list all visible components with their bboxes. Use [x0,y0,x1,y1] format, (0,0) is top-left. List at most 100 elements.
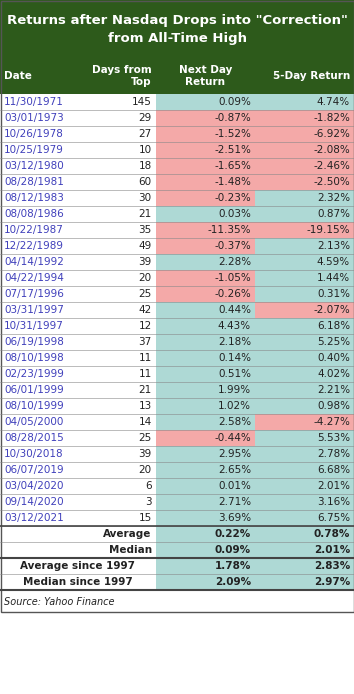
Bar [0,318,354,334]
Text: 10: 10 [139,145,152,155]
Text: 2.09%: 2.09% [215,577,251,587]
Bar [255,462,354,478]
Bar [156,174,255,190]
Text: 2.32%: 2.32% [317,193,350,203]
Text: -11.35%: -11.35% [207,225,251,235]
Text: 0.14%: 0.14% [218,353,251,363]
Bar [0,58,354,94]
Text: 1.44%: 1.44% [317,273,350,283]
Text: 15: 15 [138,513,152,523]
Text: 0.09%: 0.09% [215,545,251,555]
Bar [255,558,354,574]
Text: 0.31%: 0.31% [317,289,350,299]
Text: -2.46%: -2.46% [313,161,350,171]
Text: 2.01%: 2.01% [317,481,350,491]
Text: 06/01/1999: 06/01/1999 [4,385,64,395]
Text: 03/04/2020: 03/04/2020 [4,481,63,491]
Text: 04/22/1994: 04/22/1994 [4,273,64,283]
Text: Days from
Top: Days from Top [92,65,152,87]
Bar [0,238,354,254]
Bar [156,510,255,526]
Bar [0,382,354,398]
Text: 2.13%: 2.13% [317,241,350,251]
Text: 08/10/1999: 08/10/1999 [4,401,64,411]
Text: 08/28/1981: 08/28/1981 [4,177,64,187]
Text: 10/31/1997: 10/31/1997 [4,321,64,331]
Text: 0.87%: 0.87% [317,209,350,219]
Bar [156,318,255,334]
Text: 3: 3 [145,497,152,507]
Text: 03/31/1997: 03/31/1997 [4,305,64,315]
Text: -1.65%: -1.65% [214,161,251,171]
Bar [156,302,255,318]
Text: Returns after Nasdaq Drops into "Correction"
from All-Time High: Returns after Nasdaq Drops into "Correct… [7,13,347,44]
Bar [156,366,255,382]
Text: 21: 21 [138,209,152,219]
Bar [255,430,354,446]
Bar [255,318,354,334]
Text: 10/26/1978: 10/26/1978 [4,129,64,139]
Bar [0,142,354,158]
Bar [255,222,354,238]
Bar [255,494,354,510]
Text: 6.18%: 6.18% [317,321,350,331]
Bar [0,558,354,574]
Bar [0,494,354,510]
Bar [156,462,255,478]
Text: Date: Date [4,71,32,81]
Text: 02/23/1999: 02/23/1999 [4,369,64,379]
Bar [0,398,354,414]
Text: 2.18%: 2.18% [218,337,251,347]
Text: 10/30/2018: 10/30/2018 [4,449,64,459]
Text: 25: 25 [138,289,152,299]
Bar [156,270,255,286]
Bar [0,510,354,526]
Text: 42: 42 [138,305,152,315]
Text: 0.51%: 0.51% [218,369,251,379]
Text: 03/01/1973: 03/01/1973 [4,113,64,123]
Bar [255,174,354,190]
Text: 06/07/2019: 06/07/2019 [4,465,64,475]
Bar [255,542,354,558]
Bar [156,430,255,446]
Bar [156,158,255,174]
Text: 21: 21 [138,385,152,395]
Text: Average since 1997: Average since 1997 [21,561,135,571]
Bar [156,222,255,238]
Text: 49: 49 [138,241,152,251]
Bar [156,334,255,350]
Bar [255,526,354,542]
Text: -0.87%: -0.87% [214,113,251,123]
Text: 08/08/1986: 08/08/1986 [4,209,64,219]
Text: 08/12/1983: 08/12/1983 [4,193,64,203]
Text: Next Day
Return: Next Day Return [179,65,232,87]
Bar [0,478,354,494]
Text: -1.48%: -1.48% [214,177,251,187]
Text: 0.03%: 0.03% [218,209,251,219]
Text: 0.22%: 0.22% [215,529,251,539]
Text: 07/17/1996: 07/17/1996 [4,289,64,299]
Text: 03/12/1980: 03/12/1980 [4,161,64,171]
Bar [0,286,354,302]
Bar [156,126,255,142]
Text: 2.83%: 2.83% [314,561,350,571]
Text: 5-Day Return: 5-Day Return [273,71,350,81]
Bar [0,542,354,558]
Bar [255,446,354,462]
Bar [255,414,354,430]
Text: 0.01%: 0.01% [218,481,251,491]
Text: 0.44%: 0.44% [218,305,251,315]
Bar [255,398,354,414]
Bar [0,302,354,318]
Bar [156,254,255,270]
Text: 6.75%: 6.75% [317,513,350,523]
Text: -6.92%: -6.92% [313,129,350,139]
Text: Average: Average [103,529,152,539]
Bar [0,270,354,286]
Text: 25: 25 [138,433,152,443]
Bar [255,142,354,158]
Text: 2.97%: 2.97% [314,577,350,587]
Bar [255,126,354,142]
Text: 10/22/1987: 10/22/1987 [4,225,64,235]
Bar [255,478,354,494]
